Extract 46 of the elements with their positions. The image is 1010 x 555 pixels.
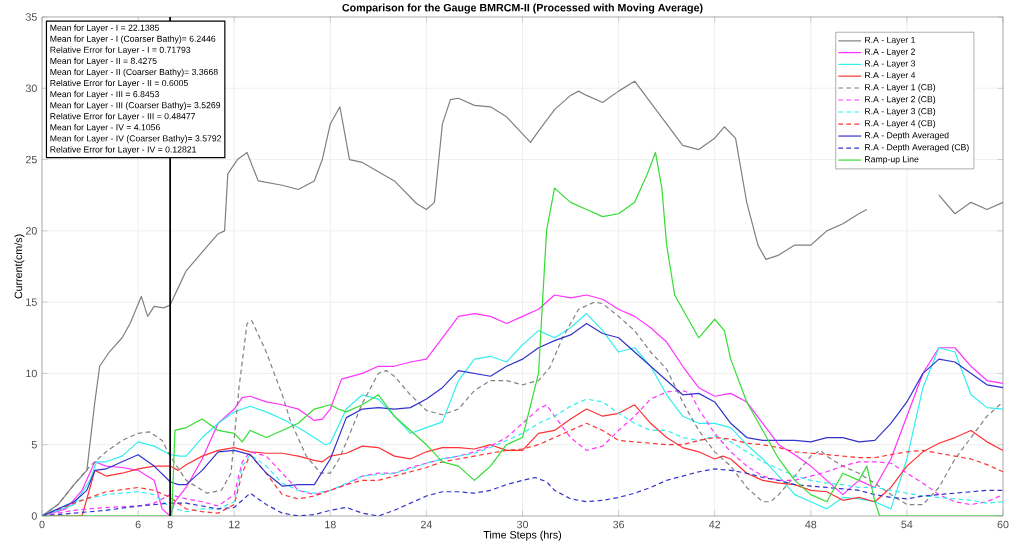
- y-tick-label: 35: [25, 13, 37, 21]
- y-tick-label: 5: [31, 440, 37, 449]
- legend-label: R.A - Layer 4 (CB): [865, 119, 936, 128]
- legend-label: R.A - Layer 4: [865, 72, 916, 80]
- legend-label: R.A - Depth Averaged: [865, 131, 949, 140]
- annotation: Mean for Layer - I (Coarser Bathy)= 6.2446: [50, 35, 216, 44]
- x-axis-title: Time Steps (hrs): [483, 530, 562, 541]
- y-tick-label: 10: [26, 369, 37, 378]
- legend-label: R.A - Layer 2: [865, 48, 915, 57]
- y-tick-label: 20: [25, 227, 37, 235]
- legend-label: Ramp-up Line: [865, 155, 919, 165]
- annotation: Relative Error for Layer - I = 0.71793: [50, 46, 191, 55]
- legend-label: R.A - Layer 1 (CB): [865, 83, 936, 92]
- x-tick-label: 42: [709, 520, 721, 529]
- legend-label: R.A - Layer 1: [865, 36, 916, 45]
- annotation: Mean for Layer - II = 8.4275: [50, 57, 157, 66]
- annotation: Relative Error for Layer - III = 0.48477: [50, 112, 196, 122]
- x-tick-label: 30: [516, 520, 529, 529]
- legend-label: R.A - Layer 3 (CB): [865, 107, 936, 116]
- x-tick-label: 18: [325, 520, 336, 529]
- annotation: Relative Error for Layer - II = 0.6005: [50, 79, 188, 88]
- legend-label: R.A - Layer 2 (CB): [865, 95, 936, 104]
- legend-label: R.A - Layer 3: [865, 60, 916, 69]
- annotation: Mean for Layer - IV (Coarser Bathy)= 3.5792: [50, 135, 222, 144]
- annotation: Mean for Layer - IV = 4.1056: [50, 124, 160, 133]
- chart-title: Comparison for the Gauge BMRCM-II (Processed with Moving Average): [342, 3, 703, 14]
- annotation: Mean for Layer - II (Coarser Bathy)= 3.3668: [50, 68, 218, 77]
- y-tick-label: 25: [25, 155, 37, 164]
- x-tick-label: 36: [613, 520, 625, 529]
- x-tick-label: 8: [167, 520, 173, 529]
- x-tick-label: 48: [805, 520, 817, 529]
- annotation: Mean for Layer - I = 22.1385: [50, 24, 160, 33]
- legend-label: R.A - Depth Averaged (CB): [865, 143, 969, 152]
- y-axis-title: Current(cm/s): [14, 234, 25, 299]
- annotation: Relative Error for Layer - IV = 0.12821: [50, 146, 197, 155]
- y-tick-label: 15: [26, 298, 37, 306]
- x-tick-label: 12: [229, 520, 240, 529]
- x-tick-label: 54: [901, 520, 913, 529]
- annotation: Mean for Layer - III = 6.8453: [50, 90, 159, 99]
- x-tick-label: 0: [39, 520, 45, 529]
- x-tick-label: 60: [997, 520, 1009, 529]
- y-tick-label: 30: [25, 84, 37, 93]
- annotation: Mean for Layer - III (Coarser Bathy)= 3.5269: [50, 101, 221, 110]
- y-tick-label: 0: [31, 512, 37, 520]
- x-tick-label: 24: [421, 520, 433, 529]
- x-tick-label: 6: [135, 520, 141, 529]
